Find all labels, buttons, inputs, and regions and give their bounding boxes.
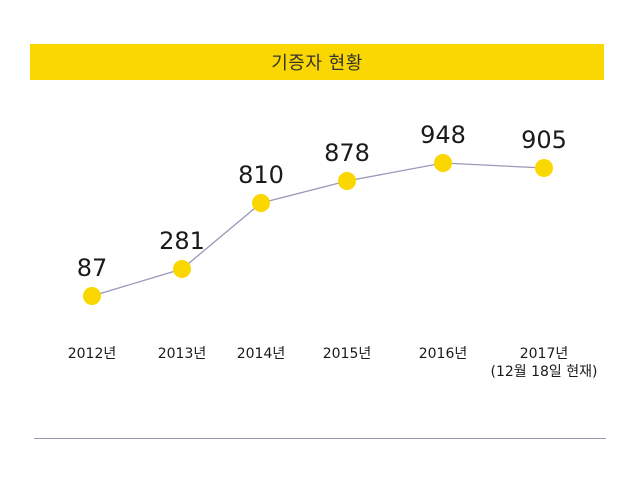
- data-label: 948: [420, 121, 466, 149]
- data-point: [252, 194, 270, 212]
- data-point: [434, 154, 452, 172]
- x-tick-label: 2017년: [520, 346, 569, 362]
- data-point: [338, 172, 356, 190]
- chart-title-banner: 기증자 현황: [30, 44, 604, 80]
- data-point: [83, 287, 101, 305]
- data-label: 810: [238, 161, 284, 189]
- x-tick-label: 2016년: [419, 346, 468, 362]
- x-tick-note: (12월 18일 현재): [491, 364, 598, 380]
- chart-title: 기증자 현황: [271, 53, 363, 74]
- x-tick-label: 2013년: [158, 346, 207, 362]
- data-point: [535, 159, 553, 177]
- data-label: 905: [521, 126, 567, 154]
- bottom-divider: [34, 438, 606, 439]
- x-tick-label: 2012년: [68, 346, 117, 362]
- data-label: 87: [77, 254, 108, 282]
- data-label: 878: [324, 139, 370, 167]
- x-tick-label: 2014년: [237, 346, 286, 362]
- series-line: [91, 162, 545, 297]
- x-tick-label: 2015년: [323, 346, 372, 362]
- data-point: [173, 260, 191, 278]
- data-label: 281: [159, 227, 205, 255]
